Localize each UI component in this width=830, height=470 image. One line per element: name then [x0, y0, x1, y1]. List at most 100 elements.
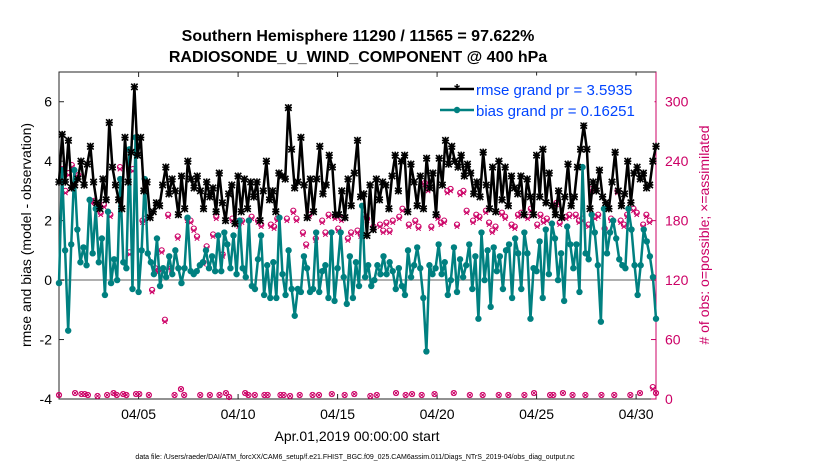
obs-possible-point [328, 390, 335, 398]
obs-assimilated-point [509, 224, 515, 230]
obs-assimilated-point [647, 220, 653, 226]
obs-assimilated-point [387, 229, 393, 236]
bias-point [521, 229, 528, 236]
rmse-point [504, 202, 513, 210]
rmse-point [162, 163, 170, 171]
rmse-point [240, 175, 249, 183]
obs-assimilated-point [653, 390, 659, 396]
rmse-point [435, 154, 443, 162]
bias-point [435, 241, 442, 248]
bias-point [459, 273, 467, 281]
rmse-point [375, 196, 384, 204]
bias-point [113, 276, 121, 284]
bias-point [162, 273, 170, 281]
obs-assimilated-point [319, 220, 325, 226]
rmse-point [190, 184, 198, 192]
bias-point [518, 285, 525, 293]
rmse-point [306, 175, 315, 183]
obs-assimilated-point [573, 214, 579, 220]
bias-point [652, 315, 660, 322]
rmse-point [234, 172, 242, 180]
obs-possible-point [216, 391, 223, 399]
obs-assimilated-point [345, 237, 351, 244]
obs-assimilated-point [245, 392, 251, 398]
bias-point [309, 285, 317, 293]
bias-point [496, 253, 504, 260]
obs-assimilated-point [223, 390, 229, 396]
rmse-point [501, 163, 509, 171]
obs-assimilated-point [207, 392, 213, 398]
obs-possible-point [418, 391, 425, 399]
bias-point [417, 265, 424, 272]
bias-point [331, 297, 338, 305]
rmse-point [325, 151, 333, 160]
rmse-point [322, 181, 330, 189]
obs-assimilated-point [476, 216, 483, 222]
rmse-point [347, 202, 355, 210]
obs-possible-point [408, 390, 416, 398]
obs-assimilated-point [486, 222, 492, 228]
rmse-point [177, 172, 186, 180]
bias-point [392, 285, 399, 293]
obs-assimilated-point [454, 224, 460, 230]
bias-point [312, 229, 320, 236]
rmse-point [184, 157, 192, 165]
obs-assimilated-point [213, 216, 219, 222]
obs-possible-point [351, 390, 358, 398]
obs-assimilated-point [643, 214, 649, 220]
rmse-point [136, 133, 145, 142]
rmse-point [598, 193, 607, 201]
obs-assimilated-point [531, 390, 537, 396]
bias-point [355, 282, 363, 290]
bias-point [499, 285, 507, 293]
obs-assimilated-point [582, 392, 588, 398]
bias-point [447, 276, 455, 284]
y-left-tick-label: 0 [44, 272, 52, 288]
rmse-point [209, 184, 217, 192]
bias-point [551, 235, 559, 242]
bias-point [613, 235, 620, 242]
bias-point [316, 288, 323, 296]
bias-point [300, 253, 308, 260]
obs-assimilated-point [297, 392, 303, 398]
rmse-point [86, 142, 95, 151]
rmse-point [114, 196, 123, 204]
bias-point [156, 282, 164, 290]
rmse-point [287, 145, 296, 154]
bias-point [257, 232, 265, 239]
x-axis-label: Apr.01,2019 00:00:00 start [274, 428, 439, 444]
bias-point [616, 256, 623, 263]
obs-assimilated-point [618, 220, 624, 226]
rmse-point [476, 193, 484, 201]
bias-point [291, 312, 298, 319]
bias-point [80, 244, 87, 251]
legend-rmse-marker: * [454, 81, 460, 98]
bias-point [199, 259, 207, 266]
rmse-point [83, 160, 92, 168]
rmse-point [507, 172, 516, 180]
obs-possible-point [495, 391, 502, 399]
rmse-point [561, 193, 569, 201]
rmse-point [350, 169, 359, 177]
obs-assimilated-point [428, 226, 434, 232]
rmse-point [202, 178, 211, 186]
bias-point [150, 270, 158, 278]
obs-assimilated-point [226, 394, 232, 400]
bias-point [649, 273, 657, 281]
bias-point [407, 273, 415, 281]
y-left-tick-label: 6 [44, 94, 52, 110]
bias-point [172, 247, 179, 254]
rmse-point [206, 193, 214, 201]
obs-possible-point [466, 391, 473, 399]
bias-point [55, 279, 63, 287]
obs-assimilated-point [123, 392, 129, 398]
rmse-point [510, 184, 519, 192]
obs-possible-point [431, 390, 438, 398]
bias-point [343, 300, 350, 308]
obs-possible-point [94, 392, 101, 400]
bias-point [110, 256, 118, 263]
obs-assimilated-point [515, 214, 521, 220]
bias-point [224, 241, 231, 248]
legend-rmse-label: rmse grand pr = 3.5935 [476, 82, 632, 99]
